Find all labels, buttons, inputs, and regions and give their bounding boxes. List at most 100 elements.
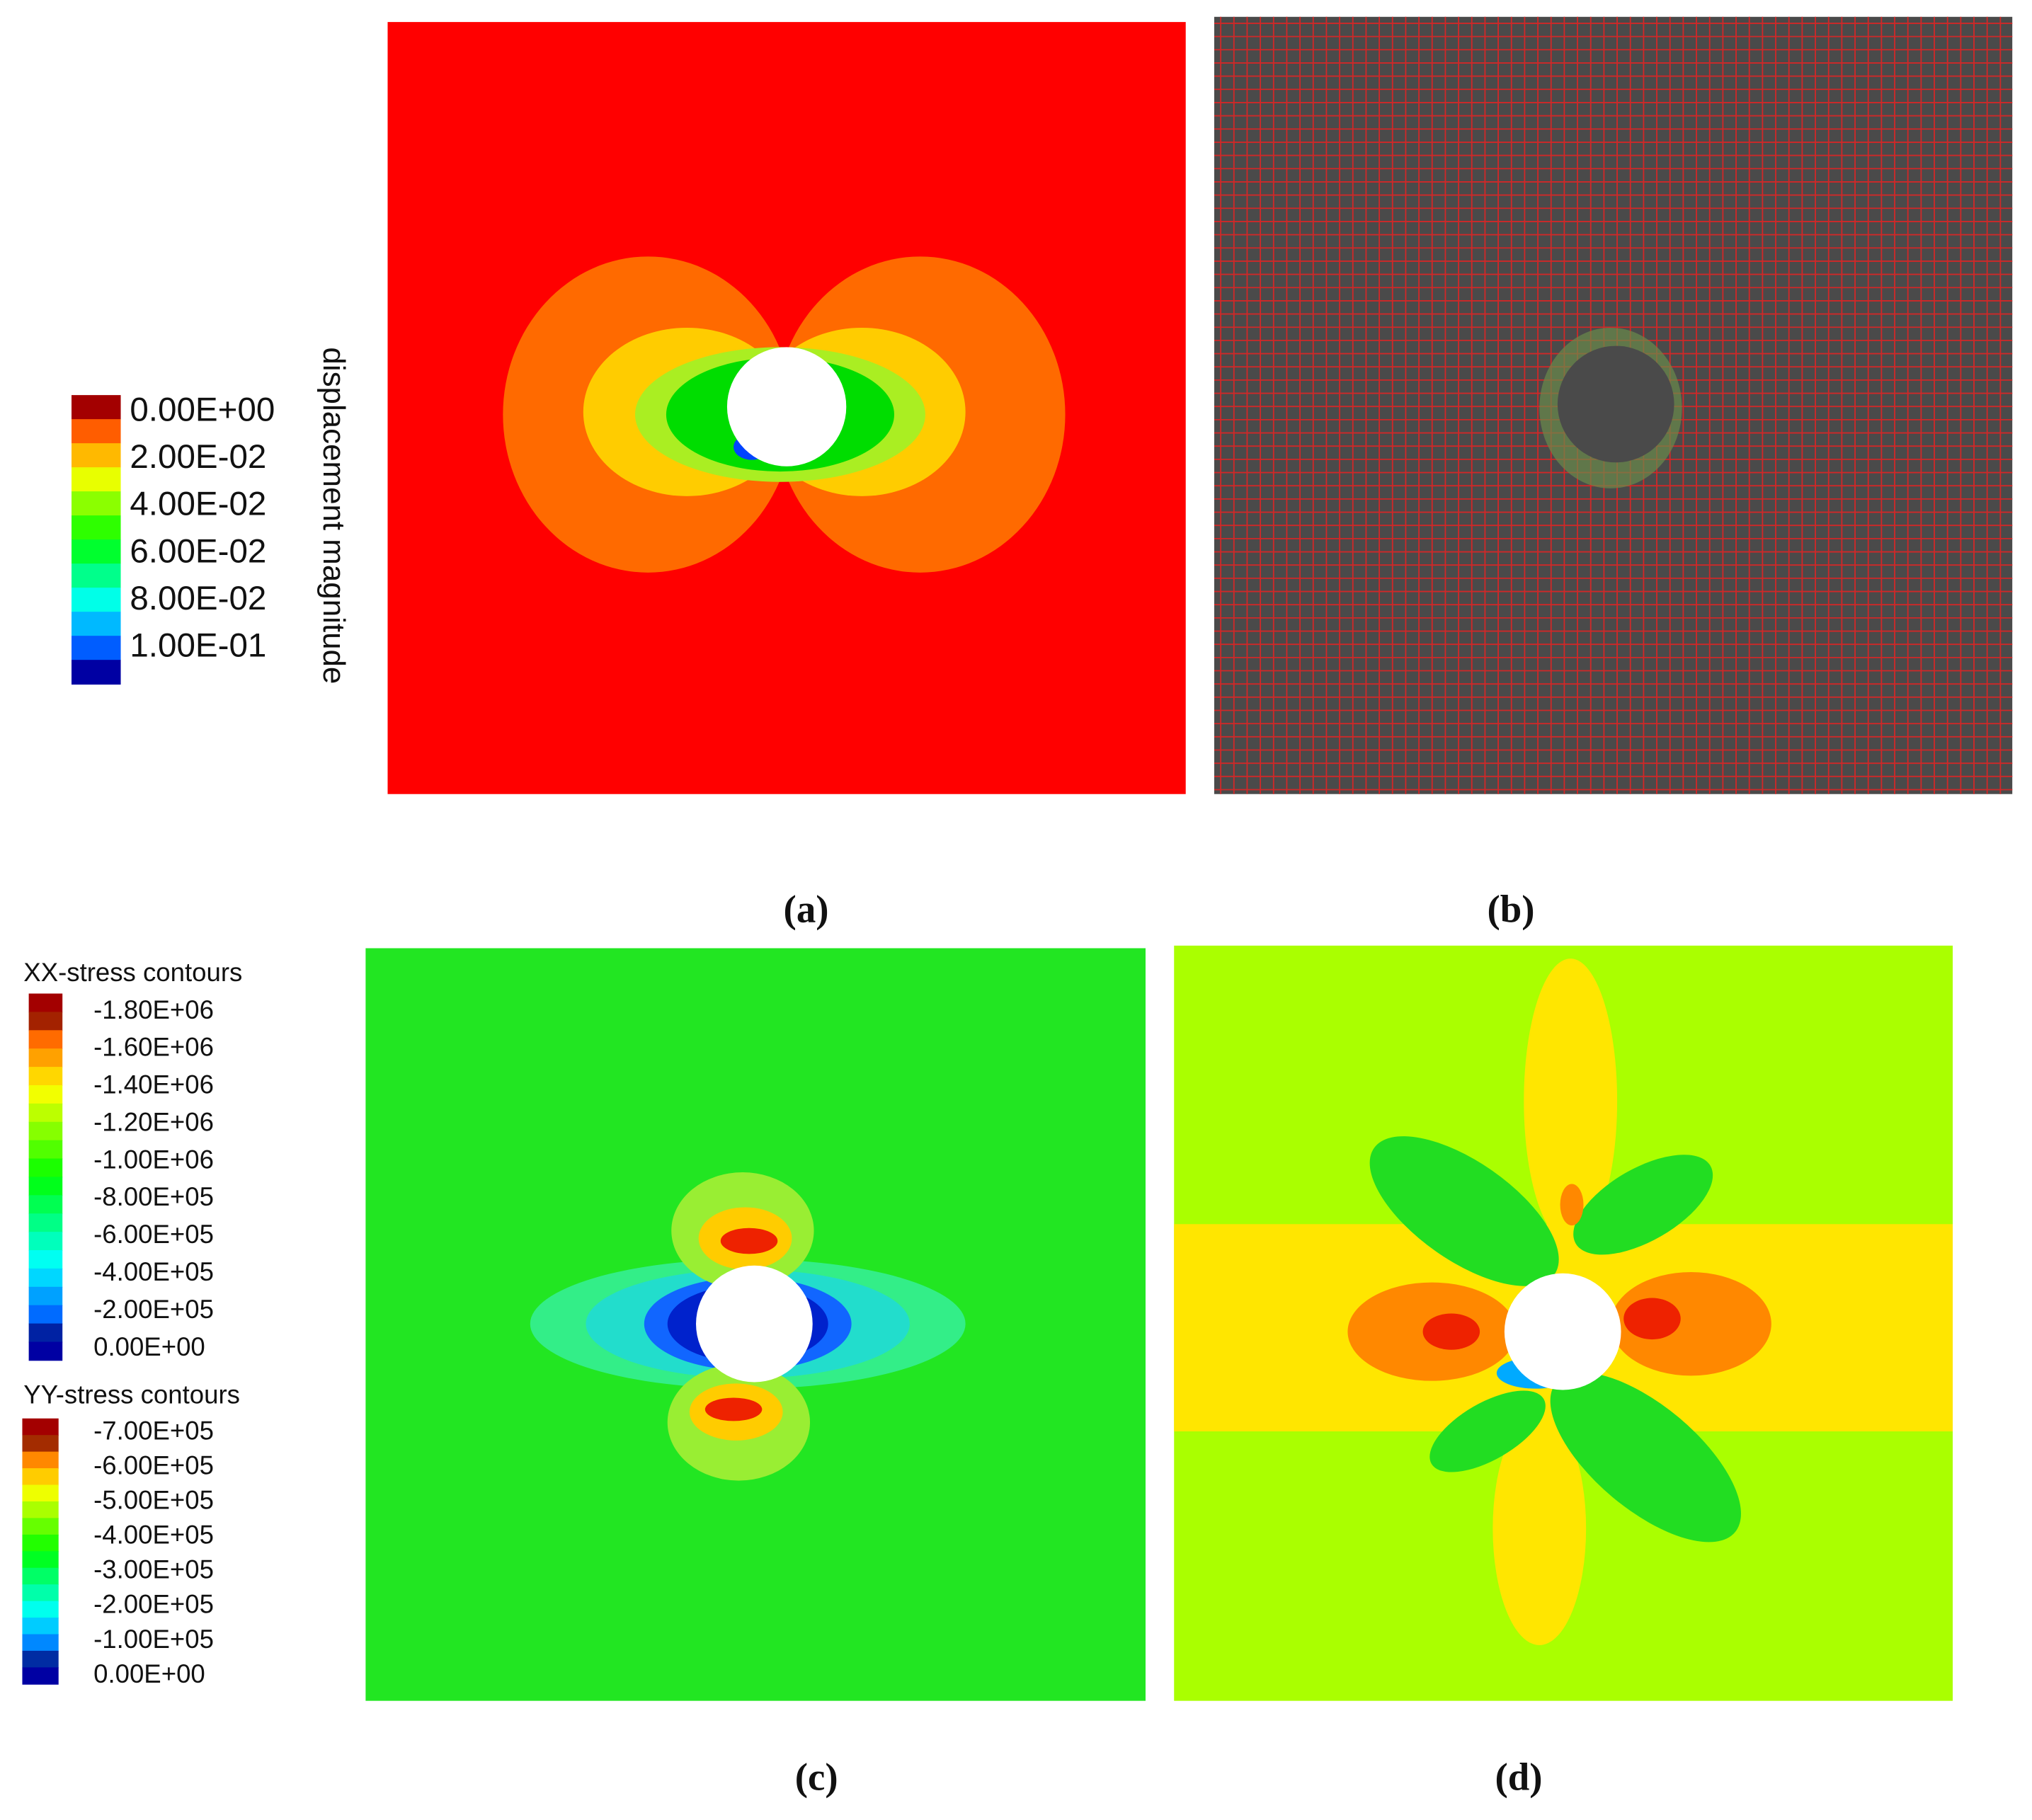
- legend-title: displacement magnitude: [316, 347, 351, 684]
- legend-label: 0.00E+00: [93, 1659, 205, 1688]
- legend-label: -8.00E+05: [93, 1182, 214, 1211]
- legend-label: 1.00E-01: [130, 627, 266, 665]
- colorbar-band: [28, 1012, 63, 1031]
- panel-d: [1174, 945, 1953, 1701]
- colorbar-band: [28, 1232, 63, 1251]
- panel-c: [365, 948, 1146, 1701]
- panel-caption: (b): [1487, 888, 1534, 931]
- legend-label: -1.60E+06: [93, 1033, 214, 1062]
- colorbar-band: [28, 1341, 63, 1361]
- colorbar-band: [22, 1601, 59, 1618]
- colorbar-band: [28, 1213, 63, 1233]
- legend-label: -1.00E+06: [93, 1145, 214, 1174]
- colorbar-band: [28, 993, 63, 1013]
- legend-label: -1.80E+06: [93, 995, 214, 1024]
- colorbar-band: [72, 660, 121, 685]
- colorbar-band: [72, 539, 121, 565]
- legend-label: -1.20E+06: [93, 1107, 214, 1136]
- colorbar-band: [28, 1305, 63, 1324]
- colorbar-band: [72, 588, 121, 613]
- panel-caption: (a): [784, 888, 829, 931]
- colorbar-band: [28, 1323, 63, 1343]
- colorbar-band: [28, 1177, 63, 1196]
- contour: [1429, 1390, 1546, 1472]
- colorbar-band: [22, 1468, 59, 1486]
- legend-title: YY-stress contours: [23, 1380, 240, 1409]
- contour: [1573, 1155, 1713, 1255]
- legend-label: -1.40E+06: [93, 1070, 214, 1099]
- legend-label: -2.00E+05: [93, 1590, 214, 1619]
- panel-caption: (d): [1495, 1756, 1542, 1799]
- colorbar-band: [22, 1551, 59, 1569]
- legend-label: -6.00E+05: [93, 1220, 214, 1249]
- colorbar-band: [22, 1634, 59, 1652]
- legend-title: XX-stress contours: [23, 958, 242, 987]
- contour: [1610, 1271, 1771, 1376]
- legend-label: -6.00E+05: [93, 1451, 214, 1480]
- colorbar-band: [72, 395, 121, 420]
- legend-label: -5.00E+05: [93, 1486, 214, 1515]
- panel-b: [1214, 16, 2013, 794]
- colorbar-band: [72, 612, 121, 637]
- legends: displacement magnitude 0.00E+00 2.00E-02 4.…: [22, 347, 351, 1688]
- colorbar-band: [22, 1584, 59, 1602]
- legend-label: -1.00E+05: [93, 1625, 214, 1654]
- colorbar-band: [22, 1518, 59, 1535]
- colorbar-band: [22, 1667, 59, 1685]
- colorbar-band: [28, 1048, 63, 1068]
- legend-label: 6.00E-02: [130, 532, 266, 570]
- legend-label: -3.00E+05: [93, 1555, 214, 1584]
- colorbar-band: [28, 1158, 63, 1178]
- legend-label: 8.00E-02: [130, 580, 266, 617]
- contour: [1550, 1372, 1741, 1543]
- panel-caption: (c): [795, 1756, 838, 1799]
- legend-label: 0.00E+00: [130, 391, 275, 428]
- colorbar-band: [22, 1618, 59, 1635]
- colorbar-band: [28, 1140, 63, 1160]
- contour: [720, 1227, 778, 1254]
- colorbar-band: [28, 1268, 63, 1288]
- colorbar-band: [28, 1084, 63, 1104]
- contour: [1623, 1298, 1681, 1340]
- colorbar-band: [22, 1534, 59, 1552]
- colorbar-band: [72, 636, 121, 661]
- hole: [1557, 345, 1674, 463]
- legend-label: -7.00E+05: [93, 1416, 214, 1446]
- colorbar-band: [22, 1501, 59, 1519]
- colorbar-band: [28, 1030, 63, 1050]
- colorbar-band: [22, 1435, 59, 1453]
- colorbar-band: [28, 1286, 63, 1306]
- colorbar-band: [72, 443, 121, 469]
- colorbar-band: [22, 1650, 59, 1669]
- colorbar-band: [72, 563, 121, 589]
- legend-label: -4.00E+05: [93, 1521, 214, 1550]
- colorbar-band: [28, 1103, 63, 1123]
- legend-label: -2.00E+05: [93, 1295, 214, 1324]
- colorbar-band: [28, 1195, 63, 1215]
- colorbar-band: [22, 1484, 59, 1502]
- legend-label: 0.00E+00: [93, 1332, 205, 1361]
- contour: [1560, 1184, 1584, 1226]
- hole: [1504, 1273, 1621, 1390]
- colorbar-band: [72, 515, 121, 541]
- legend-label: 4.00E-02: [130, 486, 266, 523]
- colorbar-band: [72, 491, 121, 517]
- legend-label: 2.00E-02: [130, 438, 266, 476]
- contour: [1422, 1313, 1480, 1350]
- contour: [1369, 1136, 1559, 1286]
- colorbar-band: [22, 1418, 59, 1436]
- colorbar-band: [28, 1067, 63, 1086]
- hole: [726, 347, 847, 467]
- colorbar-band: [28, 1250, 63, 1269]
- panel-a: [387, 22, 1186, 794]
- contour: [704, 1397, 763, 1421]
- colorbar-band: [72, 467, 121, 493]
- contour: [1492, 1412, 1587, 1645]
- colorbar-band: [72, 419, 121, 445]
- colorbar-band: [22, 1567, 59, 1586]
- legend-label: -4.00E+05: [93, 1257, 214, 1286]
- colorbar-band: [22, 1451, 59, 1469]
- contour: [1524, 958, 1618, 1244]
- hole: [696, 1265, 813, 1383]
